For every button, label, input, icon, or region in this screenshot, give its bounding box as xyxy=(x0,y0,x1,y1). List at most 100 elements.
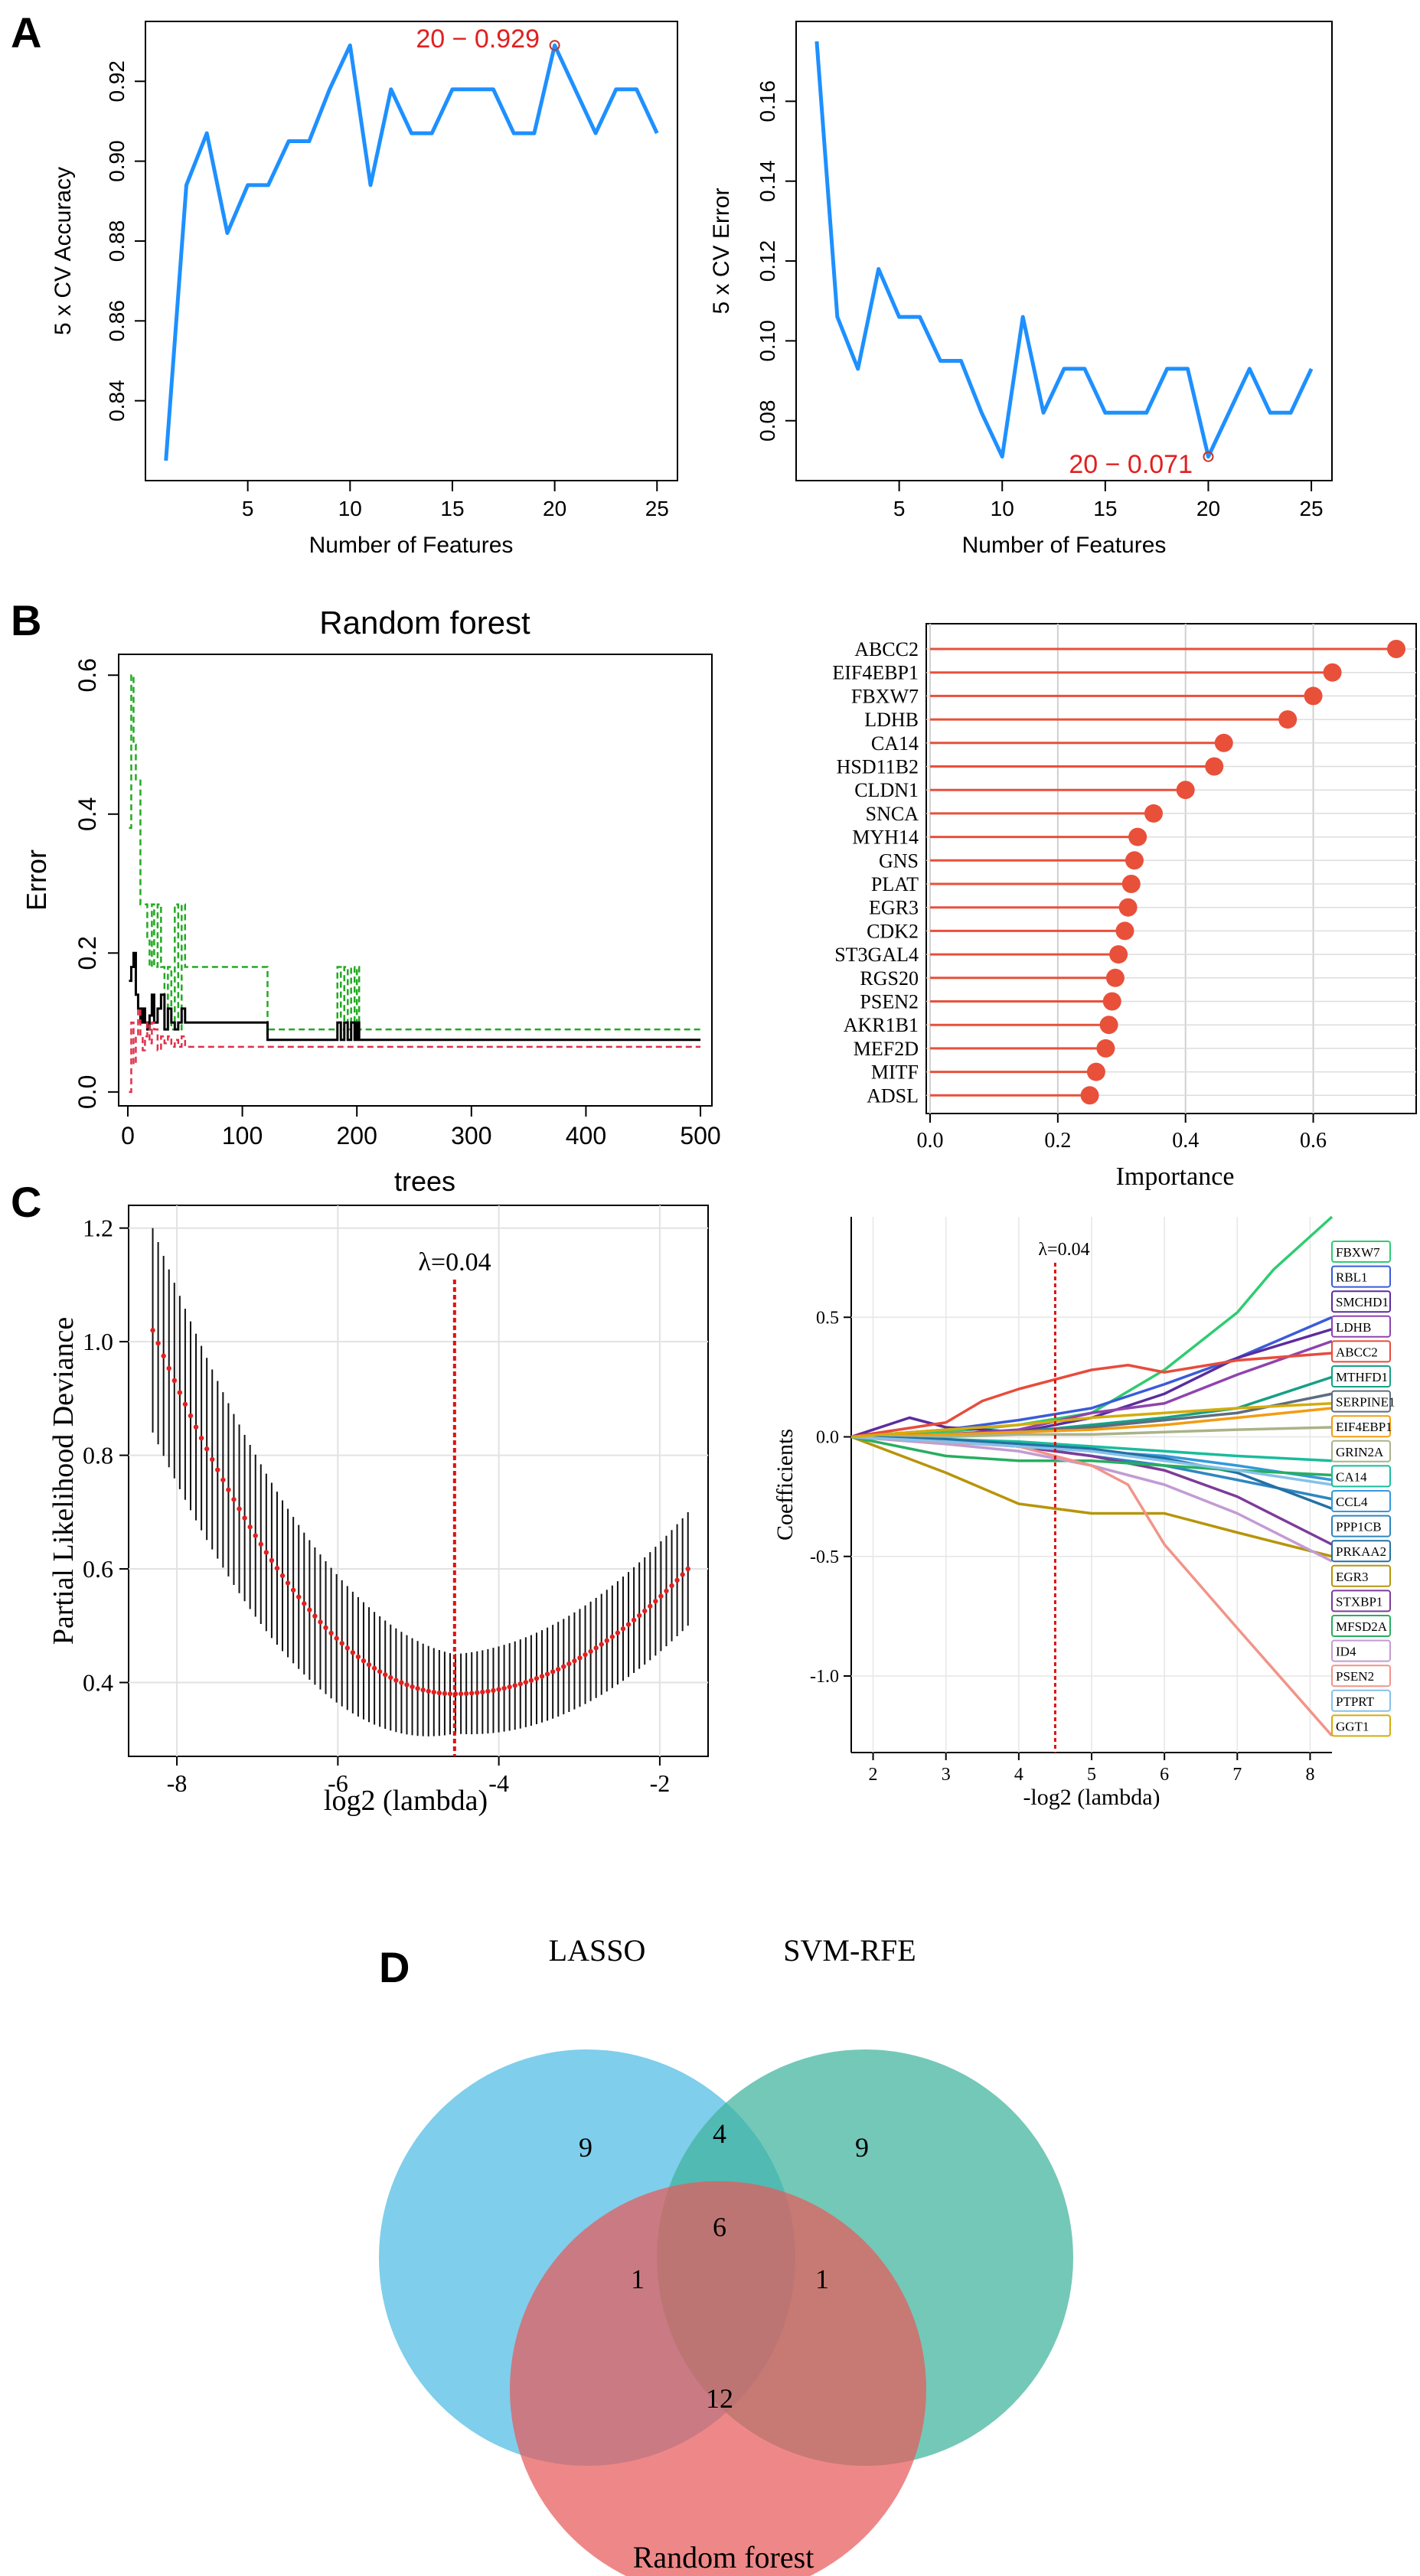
importance-point xyxy=(1121,875,1141,893)
deviance-point xyxy=(312,1613,318,1619)
deviance-point xyxy=(237,1506,242,1511)
best-point-annotation: 20 − 0.071 xyxy=(1069,450,1193,479)
y-tick-label: 0.12 xyxy=(756,240,779,282)
y-axis: 0.4 0.6 0.8 1.0 1.2 xyxy=(83,1215,129,1697)
y-tick-label: 0.84 xyxy=(105,380,129,422)
deviance-point xyxy=(431,1689,436,1695)
importance-point xyxy=(1278,710,1298,729)
panel-label-d: D xyxy=(379,1943,410,1991)
deviance-point xyxy=(274,1565,280,1571)
importance-point xyxy=(1387,640,1405,658)
deviance-point xyxy=(361,1658,367,1664)
deviance-point xyxy=(258,1541,263,1547)
deviance-point xyxy=(226,1487,231,1492)
deviance-point xyxy=(501,1685,507,1691)
x-tick-label: 2 xyxy=(869,1765,878,1785)
deviance-point xyxy=(480,1689,485,1695)
gene-label: MYH14 xyxy=(852,827,919,849)
importance-point xyxy=(1304,686,1323,706)
deviance-point xyxy=(161,1353,166,1358)
deviance-point xyxy=(377,1669,383,1674)
deviance-point xyxy=(388,1674,393,1681)
x-tick-label: 400 xyxy=(566,1122,606,1149)
importance-point xyxy=(1144,804,1163,823)
y-tick-label: 0.92 xyxy=(105,60,129,102)
y-tick-label: 0.16 xyxy=(756,80,779,122)
gene-label: AKR1B1 xyxy=(844,1014,919,1036)
x-tick-label: 5 xyxy=(893,497,906,520)
deviance-point xyxy=(318,1619,323,1625)
panel-label-b: B xyxy=(11,596,41,644)
x-tick-label: 8 xyxy=(1305,1765,1314,1785)
y-tick-label: -0.5 xyxy=(810,1547,839,1567)
legend-label: SERPINE1 xyxy=(1336,1395,1395,1410)
lasso-cv-chart: 0.4 0.6 0.8 1.0 1.2 -8 -6 -4 -2 log2 (lambda) P… xyxy=(47,1205,709,1817)
y-axis: -1.0 -0.5 0.0 0.5 xyxy=(810,1308,851,1687)
deviance-point xyxy=(323,1625,328,1631)
deviance-point xyxy=(475,1690,480,1696)
legend-label: MFSD2A xyxy=(1336,1619,1388,1634)
best-point-marker xyxy=(549,40,560,51)
x-axis-label: -log2 (lambda) xyxy=(1023,1785,1160,1810)
coef-line-ptprt xyxy=(850,1435,1333,1486)
deviance-point xyxy=(328,1630,334,1636)
y-axis-label: Error xyxy=(21,849,52,911)
deviance-point xyxy=(171,1378,177,1384)
legend-box xyxy=(1331,1714,1391,1737)
x-tick-label: 300 xyxy=(451,1122,491,1149)
plot-frame xyxy=(925,623,1417,1114)
gene-label: EIF4EBP1 xyxy=(832,662,919,684)
gene-legend: FBXW7 RBL1 SMCHD1 LDHB ABCC2 MTHFD1 SERPINE1 EI… xyxy=(1331,1241,1395,1737)
y-tick-label: 0.86 xyxy=(105,300,129,342)
y-tick-label: 1.0 xyxy=(83,1328,113,1355)
deviance-point xyxy=(220,1477,226,1482)
deviance-point xyxy=(279,1573,286,1579)
x-tick-label: 10 xyxy=(338,497,362,520)
importance-point xyxy=(1323,663,1342,682)
venn-diagram: LASSO SVM-RFE Random forest 9 9 4 6 1 1 … xyxy=(379,1933,1073,2576)
legend-label: PSEN2 xyxy=(1336,1669,1374,1684)
x-axis-label: Importance xyxy=(1116,1162,1235,1191)
deviance-point xyxy=(496,1687,501,1692)
best-point-annotation: 20 − 0.929 xyxy=(416,24,540,54)
x-tick-label: 15 xyxy=(1093,497,1117,520)
importance-point xyxy=(1105,968,1125,987)
x-axis: 0.0 0.2 0.4 0.6 xyxy=(917,1114,1327,1153)
x-tick-label: -2 xyxy=(650,1769,671,1797)
importance-point xyxy=(1205,757,1224,776)
legend-box xyxy=(1331,1615,1391,1637)
y-tick-label: 0.6 xyxy=(83,1555,113,1583)
legend-box xyxy=(1331,1515,1391,1537)
deviance-point xyxy=(680,1572,685,1577)
deviance-point xyxy=(604,1638,609,1644)
legend-box xyxy=(1331,1365,1391,1387)
x-tick-label: 10 xyxy=(991,497,1014,520)
deviance-point xyxy=(188,1413,194,1419)
importance-point xyxy=(1128,827,1147,846)
y-tick-label: 0.5 xyxy=(816,1308,839,1328)
gene-label: GNS xyxy=(879,849,919,872)
series-line xyxy=(814,41,1314,459)
legend-label: SMCHD1 xyxy=(1336,1295,1389,1309)
legend-box xyxy=(1331,1665,1391,1687)
deviance-point xyxy=(302,1601,307,1606)
venn-region-lasso-rf: 1 xyxy=(631,2264,645,2294)
gene-label: RGS20 xyxy=(860,967,919,990)
y-axis-label: 5 x CV Accuracy xyxy=(51,167,76,335)
x-tick-label: 500 xyxy=(680,1122,720,1149)
legend-label: CCL4 xyxy=(1336,1495,1368,1509)
deviance-point xyxy=(588,1648,593,1655)
y-tick-label: 0.88 xyxy=(105,220,129,262)
deviance-point xyxy=(285,1580,291,1586)
deviance-point xyxy=(193,1424,199,1430)
legend-box xyxy=(1331,1639,1391,1662)
legend-label: EIF4EBP1 xyxy=(1336,1420,1392,1434)
deviance-point xyxy=(334,1635,339,1641)
deviance-point xyxy=(534,1675,540,1681)
series-green xyxy=(129,673,701,1031)
x-tick-label: 15 xyxy=(440,497,464,520)
deviance-point xyxy=(371,1665,377,1671)
deviance-point xyxy=(307,1607,312,1612)
importance-point xyxy=(1115,921,1134,941)
